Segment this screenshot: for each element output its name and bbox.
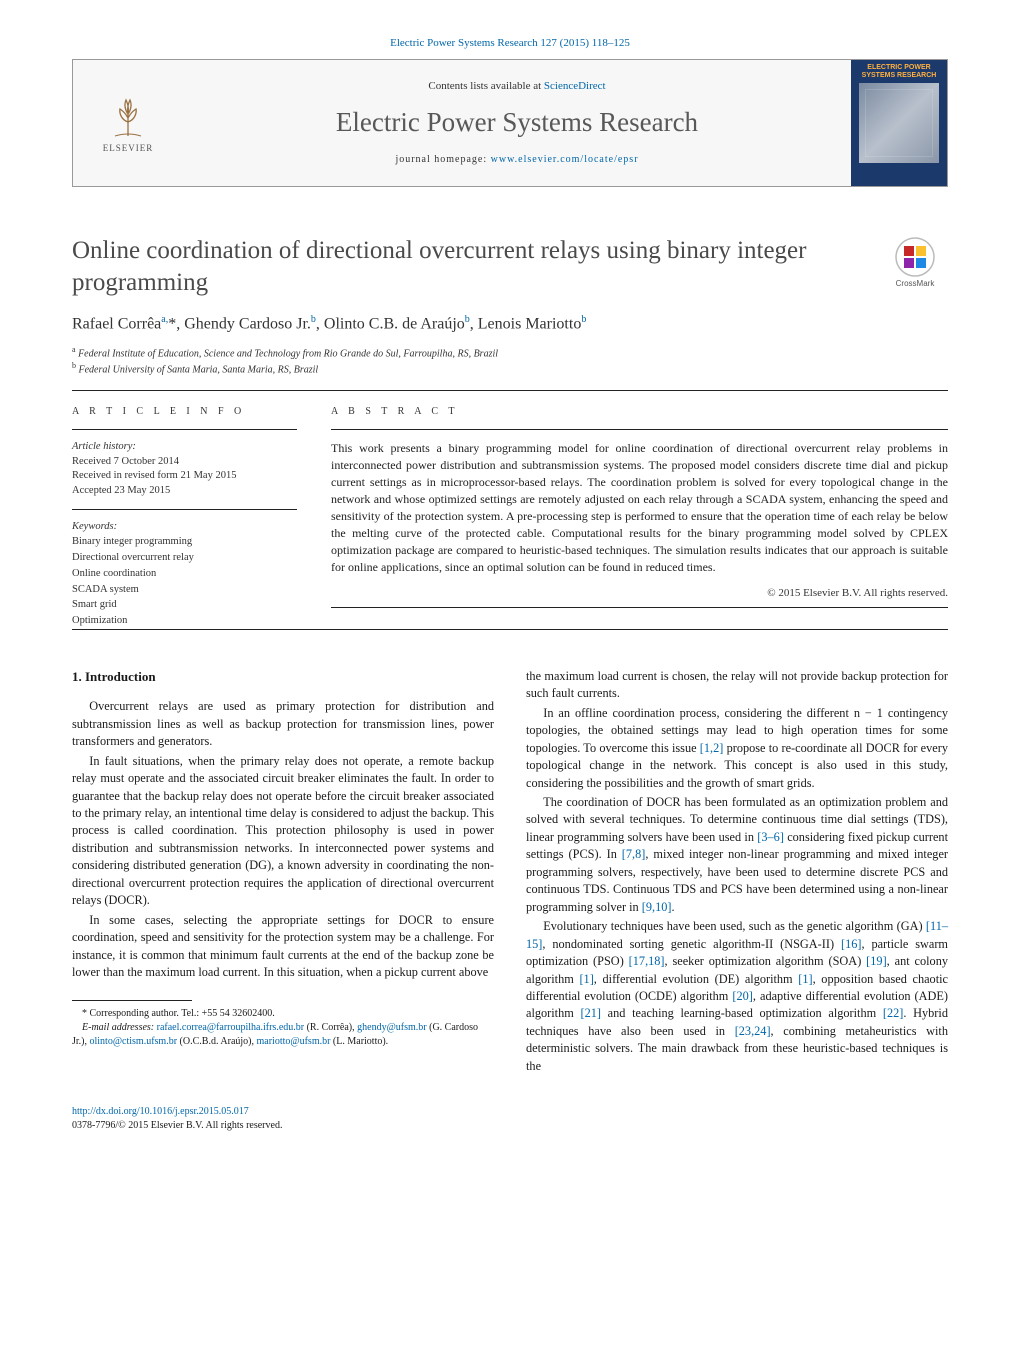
body-paragraph: The coordination of DOCR has been formul…: [526, 794, 948, 916]
body-two-column: 1. Introduction Overcurrent relays are u…: [72, 668, 948, 1077]
citation-link[interactable]: [3–6]: [757, 830, 784, 844]
citation-link[interactable]: [20]: [732, 989, 753, 1003]
history-label: Article history:: [72, 440, 297, 455]
body-paragraph: Evolutionary techniques have been used, …: [526, 918, 948, 1075]
crossmark-badge[interactable]: CrossMark: [882, 237, 948, 290]
citation-link[interactable]: [1,2]: [700, 741, 724, 755]
keyword: Directional overcurrent relay: [72, 550, 297, 566]
abstract-text: This work presents a binary programming …: [331, 440, 948, 576]
email-who: (O.C.B.d. Araújo),: [177, 1036, 256, 1047]
homepage-prefix: journal homepage:: [395, 154, 490, 165]
body-text: , nondominated sorting genetic algorithm…: [542, 937, 841, 951]
info-rule: [72, 429, 297, 430]
keywords-block: Keywords: Binary integer programming Dir…: [72, 520, 297, 629]
author-email-link[interactable]: ghendy@ufsm.br: [357, 1022, 426, 1033]
body-text: , seeker optimization algorithm (SOA): [665, 954, 867, 968]
citation-link[interactable]: [19]: [866, 954, 887, 968]
article-history: Article history: Received 7 October 2014…: [72, 440, 297, 499]
running-head: Electric Power Systems Research 127 (201…: [72, 36, 948, 51]
cover-title: ELECTRIC POWER SYSTEMS RESEARCH: [855, 64, 943, 79]
email-addresses: E-mail addresses: rafael.correa@farroupi…: [72, 1021, 494, 1049]
journal-cover-thumb: ELECTRIC POWER SYSTEMS RESEARCH: [851, 60, 947, 186]
keyword: SCADA system: [72, 582, 297, 598]
crossmark-icon: [895, 237, 935, 277]
journal-homepage-line: journal homepage: www.elsevier.com/locat…: [395, 153, 638, 167]
citation-link[interactable]: [22]: [883, 1006, 904, 1020]
affiliations: a Federal Institute of Education, Scienc…: [72, 345, 948, 377]
affiliation-b: b Federal University of Santa Maria, San…: [72, 361, 948, 377]
section-heading-1: 1. Introduction: [72, 668, 494, 686]
section-rule: [72, 629, 948, 630]
body-paragraph: In fault situations, when the primary re…: [72, 753, 494, 910]
abstract-heading: A B S T R A C T: [331, 405, 948, 419]
citation-link[interactable]: [1]: [798, 972, 812, 986]
body-paragraph: In an offline coordination process, cons…: [526, 705, 948, 792]
keywords-list: Binary integer programming Directional o…: [72, 534, 297, 629]
author-email-link[interactable]: mariotto@ufsm.br: [257, 1036, 331, 1047]
emails-label: E-mail addresses:: [82, 1022, 154, 1033]
cover-image: [859, 83, 939, 163]
keywords-label: Keywords:: [72, 520, 297, 535]
header-center: Contents lists available at ScienceDirec…: [183, 60, 851, 186]
keyword: Optimization: [72, 613, 297, 629]
publisher-logo-cell: ELSEVIER: [73, 60, 183, 186]
publisher-name: ELSEVIER: [103, 142, 154, 154]
crossmark-label: CrossMark: [882, 279, 948, 290]
article-info-heading: A R T I C L E I N F O: [72, 405, 297, 419]
history-revised: Received in revised form 21 May 2015: [72, 469, 297, 484]
body-paragraph: the maximum load current is chosen, the …: [526, 668, 948, 703]
article-info-column: A R T I C L E I N F O Article history: R…: [72, 405, 297, 628]
keyword: Smart grid: [72, 597, 297, 613]
contents-lists-line: Contents lists available at ScienceDirec…: [428, 79, 605, 94]
abstract-copyright: © 2015 Elsevier B.V. All rights reserved…: [331, 586, 948, 601]
history-accepted: Accepted 23 May 2015: [72, 484, 297, 499]
author-email-link[interactable]: rafael.correa@farroupilha.ifrs.edu.br: [157, 1022, 304, 1033]
footnotes: * Corresponding author. Tel.: +55 54 326…: [72, 1007, 494, 1049]
info-rule: [72, 509, 297, 510]
issn-copyright: 0378-7796/© 2015 Elsevier B.V. All right…: [72, 1119, 948, 1133]
info-rule: [331, 607, 948, 608]
journal-homepage-link[interactable]: www.elsevier.com/locate/epsr: [491, 154, 639, 165]
affiliation-a: a Federal Institute of Education, Scienc…: [72, 345, 948, 361]
author-email-link[interactable]: olinto@ctism.ufsm.br: [90, 1036, 178, 1047]
email-who: (L. Mariotto).: [330, 1036, 388, 1047]
elsevier-logo: ELSEVIER: [100, 91, 156, 155]
body-text: .: [672, 900, 675, 914]
elsevier-tree-icon: [105, 92, 151, 140]
footnote-rule: [72, 1000, 192, 1001]
doi-block: http://dx.doi.org/10.1016/j.epsr.2015.05…: [72, 1105, 948, 1133]
email-who: (R. Corrêa),: [304, 1022, 357, 1033]
citation-link[interactable]: [23,24]: [735, 1024, 771, 1038]
citation-link[interactable]: [7,8]: [622, 847, 646, 861]
body-text: , differential evolution (DE) algorithm: [594, 972, 798, 986]
affil-sup: a: [72, 345, 76, 354]
body-text: and teaching learning-based optimization…: [601, 1006, 883, 1020]
affil-text: Federal University of Santa Maria, Santa…: [79, 364, 319, 375]
journal-header-box: ELSEVIER Contents lists available at Sci…: [72, 59, 948, 187]
info-rule: [331, 429, 948, 430]
citation-link[interactable]: [16]: [841, 937, 862, 951]
citation-link[interactable]: [9,10]: [642, 900, 672, 914]
article-title: Online coordination of directional overc…: [72, 235, 866, 299]
affil-sup: b: [72, 361, 76, 370]
sciencedirect-link[interactable]: ScienceDirect: [544, 80, 606, 92]
keyword: Online coordination: [72, 566, 297, 582]
contents-prefix: Contents lists available at: [428, 80, 543, 92]
citation-link[interactable]: [1]: [579, 972, 593, 986]
body-text: Evolutionary techniques have been used, …: [543, 919, 926, 933]
author-list: Rafael Corrêaa,*, Ghendy Cardoso Jr.b, O…: [72, 313, 948, 335]
abstract-column: A B S T R A C T This work presents a bin…: [331, 405, 948, 628]
affil-text: Federal Institute of Education, Science …: [78, 348, 498, 359]
body-paragraph: In some cases, selecting the appropriate…: [72, 912, 494, 982]
running-head-link[interactable]: Electric Power Systems Research 127 (201…: [390, 37, 630, 49]
keyword: Binary integer programming: [72, 534, 297, 550]
body-paragraph: Overcurrent relays are used as primary p…: [72, 698, 494, 750]
history-received: Received 7 October 2014: [72, 455, 297, 470]
citation-link[interactable]: [21]: [581, 1006, 602, 1020]
corresponding-author-note: * Corresponding author. Tel.: +55 54 326…: [72, 1007, 494, 1021]
journal-name: Electric Power Systems Research: [336, 104, 698, 140]
section-rule: [72, 390, 948, 391]
citation-link[interactable]: [17,18]: [629, 954, 665, 968]
doi-link[interactable]: http://dx.doi.org/10.1016/j.epsr.2015.05…: [72, 1106, 249, 1117]
